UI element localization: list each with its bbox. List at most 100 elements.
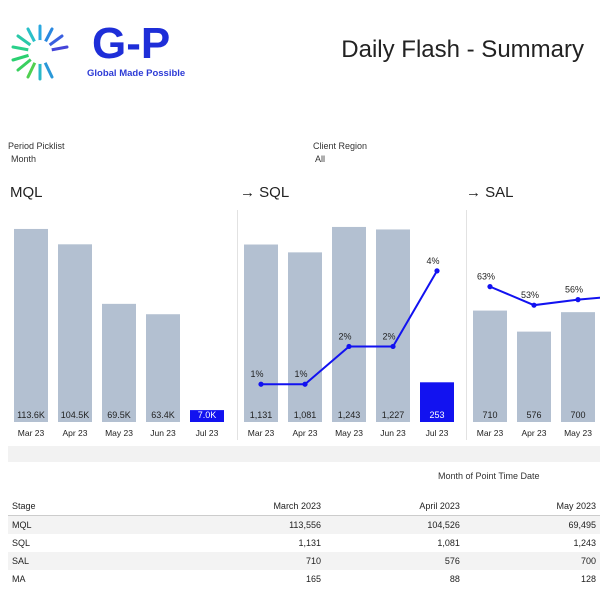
bar-value-label: 576: [526, 410, 541, 420]
bar-value-label: 710: [482, 410, 497, 420]
trend-point-label: 63%: [477, 272, 495, 282]
chart-title-mql: MQL: [10, 184, 43, 201]
x-tick-label: Mar 23: [18, 428, 45, 438]
trend-point[interactable]: [575, 297, 581, 303]
trend-point-label: 1%: [250, 369, 263, 379]
logo-wordmark: G-P: [92, 19, 182, 68]
bar-value-label: 1,243: [338, 410, 361, 420]
chart-sal-svg: 710 Mar 23 576 Apr 23 700 May 23 63% 53% 56%: [473, 272, 600, 438]
summary-table: Stage March 2023 April 2023 May 2023 MQL…: [8, 497, 600, 588]
trend-point[interactable]: [390, 343, 396, 350]
table-cell: 104,526: [324, 515, 464, 534]
bar-value-label: 1,081: [294, 410, 317, 420]
x-tick-label: Jun 23: [150, 428, 176, 438]
table-header-may[interactable]: May 2023: [463, 497, 600, 516]
trend-point-label: 4%: [426, 256, 439, 266]
trend-point-label: 53%: [521, 290, 539, 300]
bar[interactable]: [561, 312, 595, 422]
bar-value-label: 7.0K: [198, 410, 217, 420]
bar[interactable]: [244, 244, 278, 422]
chart-mql-svg: 113.6K Mar 23 104.5K Apr 23 69.5K May 23 63.4K…: [14, 228, 224, 438]
x-tick-label: Apr 23: [521, 428, 546, 438]
table-cell: 113,556: [166, 515, 325, 534]
chart-sql[interactable]: 1,131 Mar 23 1,081 Apr 23 1,243 May 23 1,227 Ju…: [237, 210, 463, 440]
table-header-april[interactable]: April 2023: [324, 497, 464, 516]
x-tick-label: Mar 23: [477, 428, 504, 438]
x-tick-label: Jun 23: [380, 428, 406, 438]
table-cell: 700: [463, 552, 600, 570]
table-cell: SAL: [8, 552, 166, 570]
bar-value-label: 69.5K: [107, 410, 131, 420]
bar-value-label: 113.6K: [17, 410, 45, 420]
table-row: MQL 113,556 104,526 69,495: [8, 515, 600, 534]
bar-value-label: 700: [570, 410, 585, 420]
table-header-stage[interactable]: Stage: [8, 497, 166, 516]
filter-region-dropdown[interactable]: All: [315, 154, 326, 164]
table-column-group-label: Month of Point Time Date: [438, 471, 540, 481]
x-tick-label: May 23: [564, 428, 592, 438]
bar[interactable]: [58, 244, 92, 422]
x-tick-label: Apr 23: [292, 428, 317, 438]
trend-point[interactable]: [531, 302, 537, 308]
page-title: Daily Flash - Summary: [341, 36, 584, 63]
table-row: SAL 710 576 700: [8, 552, 600, 570]
chart-sal[interactable]: 710 Mar 23 576 Apr 23 700 May 23 63% 53% 56%: [466, 210, 600, 440]
table-cell: 128: [580, 574, 596, 584]
logo-sunburst-icon: [6, 22, 74, 82]
trend-point[interactable]: [258, 381, 264, 387]
table-header-row: Stage March 2023 April 2023 May 2023: [8, 497, 600, 516]
chart-title-sal: → SAL: [466, 184, 514, 201]
table-cell: 1,243: [573, 538, 596, 548]
bar-value-label: 63.4K: [151, 410, 175, 420]
bar-value-label: 253: [429, 410, 444, 420]
chart-sql-svg: 1,131 Mar 23 1,081 Apr 23 1,243 May 23 1,227 Ju…: [244, 226, 454, 438]
table-row: MA 165 88 128: [8, 570, 600, 588]
table-cell: 165: [305, 574, 321, 584]
x-tick-label: Jul 23: [426, 428, 449, 438]
table-cell: 576: [324, 552, 464, 570]
table-cell: SQL: [12, 538, 31, 548]
bar[interactable]: [288, 252, 322, 422]
bar[interactable]: [102, 303, 136, 422]
table-cell: 1,131: [298, 538, 321, 548]
trend-point-label: 2%: [382, 331, 395, 341]
bar-value-label: 1,131: [250, 410, 273, 420]
bar[interactable]: [14, 228, 48, 422]
trend-point-label: 56%: [565, 285, 583, 295]
trend-point-label: 2%: [338, 331, 351, 341]
x-tick-label: Mar 23: [248, 428, 275, 438]
table-cell: MQL: [8, 515, 166, 534]
trend-line: [489, 285, 600, 307]
trend-point[interactable]: [346, 343, 352, 350]
filter-period-label: Period Picklist: [8, 141, 65, 151]
x-tick-label: Jul 23: [196, 428, 219, 438]
trend-point-label: 1%: [294, 369, 307, 379]
table-cell: MA: [12, 574, 26, 584]
table-header-march[interactable]: March 2023: [166, 497, 325, 516]
table-cell: 88: [449, 574, 460, 584]
chart-mql[interactable]: 113.6K Mar 23 104.5K Apr 23 69.5K May 23 63.4K…: [8, 210, 233, 440]
trend-point[interactable]: [434, 268, 440, 274]
divider-band: [8, 446, 600, 462]
bar[interactable]: [420, 382, 454, 422]
bar[interactable]: [473, 310, 507, 422]
table-cell: 1,081: [437, 538, 460, 548]
bar[interactable]: [190, 410, 224, 422]
bar[interactable]: [517, 331, 551, 422]
logo-wordmark-text: G-P: [92, 20, 170, 64]
logo-tagline: Global Made Possible: [87, 68, 186, 79]
bar[interactable]: [332, 226, 366, 422]
trend-point[interactable]: [302, 381, 308, 387]
table-cell: 710: [166, 552, 325, 570]
bar-value-label: 1,227: [382, 410, 405, 420]
x-tick-label: Apr 23: [62, 428, 87, 438]
chart-title-sql: → SQL: [240, 184, 290, 201]
table-cell: 69,495: [463, 515, 600, 534]
table-row: SQL 1,131 1,081 1,243: [8, 534, 600, 552]
trend-point[interactable]: [487, 284, 493, 290]
bar-value-label: 104.5K: [61, 410, 90, 420]
x-tick-label: May 23: [105, 428, 133, 438]
filter-period-dropdown[interactable]: Month: [11, 154, 37, 164]
bar[interactable]: [146, 314, 180, 422]
filter-region-label: Client Region: [313, 141, 368, 151]
